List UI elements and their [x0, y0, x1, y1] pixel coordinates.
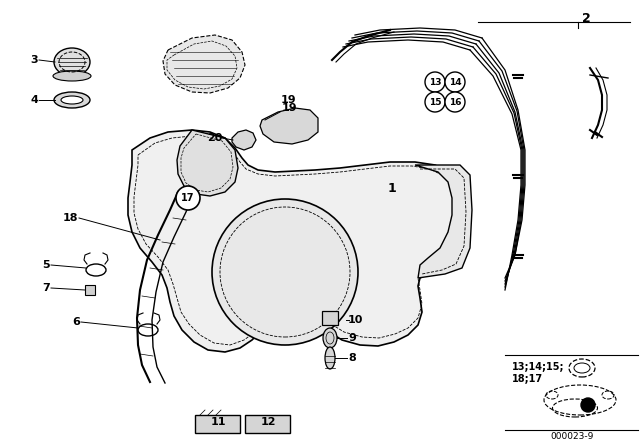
Circle shape: [445, 72, 465, 92]
Bar: [195, 415, 240, 433]
Text: 16: 16: [449, 98, 461, 107]
Text: 4: 4: [30, 95, 38, 105]
Ellipse shape: [53, 71, 91, 81]
Text: 3: 3: [30, 55, 38, 65]
Bar: [85, 285, 95, 295]
Circle shape: [581, 398, 595, 412]
Text: 11: 11: [211, 417, 226, 427]
Ellipse shape: [54, 48, 90, 76]
Polygon shape: [163, 35, 245, 93]
Bar: [322, 311, 338, 325]
Text: 19: 19: [282, 103, 298, 113]
Text: 12: 12: [260, 417, 276, 427]
Text: 6: 6: [72, 317, 80, 327]
Text: 17: 17: [181, 193, 195, 203]
Polygon shape: [232, 130, 256, 150]
Text: 19: 19: [280, 95, 296, 105]
Bar: [245, 415, 290, 433]
Circle shape: [445, 92, 465, 112]
Text: 14: 14: [449, 78, 461, 86]
Polygon shape: [415, 165, 472, 278]
Text: 5: 5: [42, 260, 50, 270]
Text: 2: 2: [582, 12, 590, 25]
Ellipse shape: [323, 328, 337, 348]
Circle shape: [176, 186, 200, 210]
Text: 13: 13: [429, 78, 441, 86]
Text: 1: 1: [388, 181, 397, 194]
Text: 20: 20: [207, 133, 222, 143]
Polygon shape: [260, 108, 318, 144]
Polygon shape: [128, 130, 466, 352]
Circle shape: [425, 92, 445, 112]
Text: 000023-9: 000023-9: [550, 431, 594, 440]
Text: 9: 9: [348, 333, 356, 343]
Text: 18: 18: [63, 213, 78, 223]
Text: 10: 10: [348, 315, 364, 325]
Polygon shape: [177, 130, 238, 196]
Text: 7: 7: [42, 283, 50, 293]
Text: 8: 8: [348, 353, 356, 363]
Text: 13;14;15;
18;17: 13;14;15; 18;17: [512, 362, 564, 383]
Text: 15: 15: [429, 98, 441, 107]
Ellipse shape: [325, 347, 335, 369]
Ellipse shape: [54, 92, 90, 108]
Ellipse shape: [61, 96, 83, 104]
Circle shape: [212, 199, 358, 345]
Circle shape: [425, 72, 445, 92]
